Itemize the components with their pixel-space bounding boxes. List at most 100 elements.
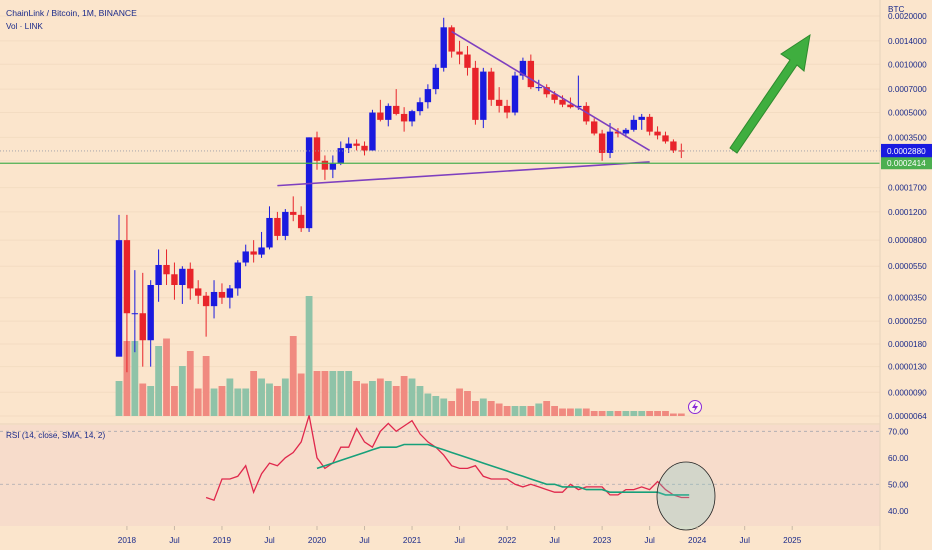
candle-body bbox=[385, 105, 392, 120]
volume-bar bbox=[511, 406, 519, 416]
volume-bar bbox=[408, 378, 416, 416]
volume-label: Vol · LINK bbox=[6, 22, 43, 31]
volume-bar bbox=[567, 408, 574, 416]
candle-body bbox=[535, 87, 542, 89]
volume-bar bbox=[147, 386, 155, 416]
price-tick-label: 0.0010000 bbox=[888, 60, 927, 69]
volume-bar bbox=[464, 391, 471, 416]
volume-bar bbox=[376, 378, 384, 416]
candle-body bbox=[591, 121, 598, 134]
volume-bar bbox=[622, 411, 630, 416]
price-gridlines bbox=[0, 15, 880, 417]
volume-bar bbox=[250, 371, 258, 416]
flash-glyph bbox=[692, 402, 698, 412]
time-label: Jul bbox=[454, 536, 465, 545]
candle-body bbox=[662, 135, 669, 142]
volume-bar bbox=[590, 411, 598, 416]
price-tick-label: 0.0001200 bbox=[888, 208, 927, 217]
candle-body bbox=[670, 141, 677, 151]
volume-bar bbox=[345, 371, 353, 416]
arrow-shape bbox=[729, 33, 811, 154]
volume-bar bbox=[115, 381, 123, 416]
candle-body bbox=[345, 143, 352, 149]
volume-bar bbox=[226, 378, 234, 416]
candle-body bbox=[163, 264, 170, 275]
candle-body bbox=[115, 240, 123, 357]
triangle-resistance-line bbox=[451, 30, 651, 152]
volume-bar bbox=[630, 411, 638, 416]
candle-body bbox=[147, 284, 154, 341]
candle-body bbox=[218, 291, 226, 298]
candle-body bbox=[305, 137, 313, 229]
candle-body bbox=[171, 274, 178, 285]
candle-body bbox=[369, 112, 376, 151]
volume-bar bbox=[163, 338, 170, 416]
candle-body bbox=[559, 99, 566, 105]
time-label: Jul bbox=[264, 536, 275, 545]
time-label: 2018 bbox=[118, 536, 137, 545]
candle-body bbox=[432, 67, 439, 90]
rsi-ma-line bbox=[316, 443, 690, 496]
candle-body bbox=[567, 104, 574, 108]
candle-body bbox=[226, 288, 234, 298]
candle-body bbox=[179, 268, 186, 285]
volume-bar bbox=[487, 401, 495, 416]
time-label: 2023 bbox=[593, 536, 612, 545]
lightning-icon[interactable] bbox=[688, 400, 702, 414]
candle-body bbox=[543, 87, 550, 95]
candle-body bbox=[503, 105, 511, 113]
candle-body bbox=[614, 131, 622, 134]
price-tick-label: 0.0014000 bbox=[888, 37, 927, 46]
candle-body bbox=[448, 27, 455, 52]
volume-bar bbox=[479, 398, 487, 416]
text-layer: ChainLink / Bitcoin, 1M, BINANCE Vol · LI… bbox=[6, 8, 137, 440]
time-label: 2020 bbox=[308, 536, 327, 545]
volume-bar bbox=[266, 383, 273, 416]
rsi-highlight-ellipse bbox=[656, 461, 716, 531]
rsi-tick-label: 60.00 bbox=[888, 454, 909, 463]
candle-body bbox=[329, 163, 337, 170]
volume-bar bbox=[598, 411, 606, 416]
candle-body bbox=[353, 143, 360, 146]
candle-body bbox=[313, 137, 321, 161]
volume-bar bbox=[535, 403, 543, 416]
volume-bar bbox=[392, 386, 400, 416]
volume-bar bbox=[559, 408, 566, 416]
volume-bar bbox=[416, 386, 424, 416]
volume-bar bbox=[274, 386, 281, 416]
candle-body bbox=[440, 27, 447, 68]
volume-bar bbox=[123, 341, 131, 416]
price-tick-label: 0.0005000 bbox=[888, 109, 927, 118]
volume-bar bbox=[440, 398, 448, 416]
volume-bar bbox=[448, 401, 456, 416]
price-unit-label: BTC bbox=[888, 5, 904, 14]
rsi-label: RSI (14, close, SMA, 14, 2) bbox=[6, 431, 105, 440]
candle-body bbox=[242, 251, 249, 263]
time-label: Jul bbox=[549, 536, 560, 545]
rsi-pane-background bbox=[0, 425, 880, 526]
candle-body bbox=[495, 99, 503, 106]
candle-body bbox=[234, 262, 241, 289]
volume-bar bbox=[337, 371, 345, 416]
volume-bar bbox=[305, 296, 313, 416]
candle-body bbox=[377, 112, 384, 120]
volume-bar bbox=[432, 396, 440, 416]
volume-bar bbox=[384, 381, 392, 416]
candle-body bbox=[472, 67, 479, 120]
time-label: Jul bbox=[644, 536, 655, 545]
time-label: Jul bbox=[739, 536, 750, 545]
support-price-tag bbox=[881, 157, 932, 170]
candle-body bbox=[258, 247, 265, 255]
candle-body bbox=[480, 71, 487, 120]
candle-body bbox=[187, 268, 194, 289]
candle-body bbox=[424, 89, 432, 103]
volume-bar bbox=[677, 413, 685, 416]
volume-bar bbox=[646, 411, 654, 416]
candle-body bbox=[606, 131, 614, 153]
volume-bar bbox=[242, 388, 250, 416]
candle-body bbox=[139, 313, 146, 341]
volume-bar bbox=[194, 388, 202, 416]
rsi-tick-label: 40.00 bbox=[888, 507, 909, 516]
price-tick-label: 0.0000350 bbox=[888, 294, 927, 303]
